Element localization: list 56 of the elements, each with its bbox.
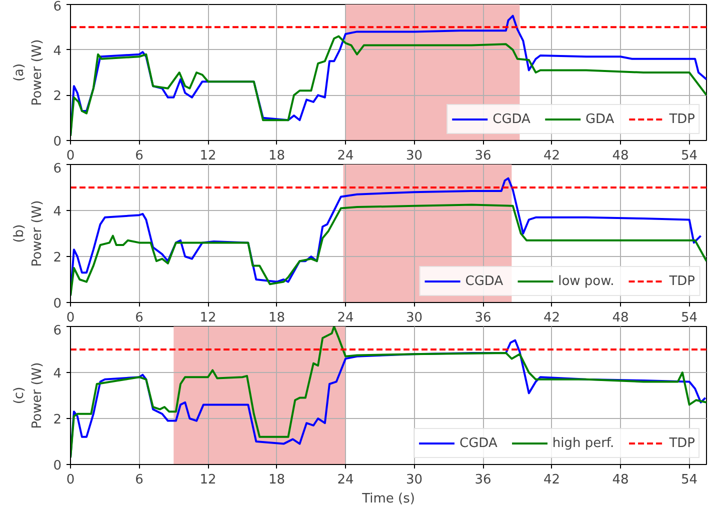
x-tick-label: 0 xyxy=(66,310,75,326)
y-axis-title: (c) Power (W) xyxy=(12,362,46,429)
x-tick-label: 12 xyxy=(200,310,216,326)
x-tick-label: 6 xyxy=(135,148,144,164)
x-tick-label: 30 xyxy=(406,310,423,326)
x-tick-label: 48 xyxy=(612,472,629,488)
x-tick-label: 30 xyxy=(406,148,423,164)
legend-label: CGDA xyxy=(460,436,498,450)
y-axis-title: (a) Power (W) xyxy=(12,39,46,106)
x-tick-label: 18 xyxy=(268,310,286,326)
x-tick-label: 0 xyxy=(66,148,75,164)
x-tick-label: 42 xyxy=(544,472,560,488)
x-tick-label: 6 xyxy=(135,310,144,326)
x-tick-label: 18 xyxy=(268,148,286,164)
y-tick-label: 4 xyxy=(53,44,62,59)
y-tick-label: 2 xyxy=(53,412,62,428)
y-tick-label: 6 xyxy=(53,324,62,338)
x-tick-label: 54 xyxy=(681,148,698,164)
x-tick-label: 36 xyxy=(474,472,492,488)
x-tick-label: 48 xyxy=(612,148,629,164)
x-tick-label: 42 xyxy=(544,148,560,164)
y-tick-label: 0 xyxy=(53,296,62,312)
x-tick-label: 24 xyxy=(337,310,354,326)
y-tick-label: 2 xyxy=(53,250,62,266)
legend-label: TDP xyxy=(669,274,695,288)
x-tick-label: 54 xyxy=(681,472,698,488)
x-tick-label: 0 xyxy=(66,472,75,488)
x-tick-label: 42 xyxy=(544,310,560,326)
x-tick-label: 24 xyxy=(337,472,354,488)
x-tick-label: 48 xyxy=(612,310,629,326)
legend-label: TDP xyxy=(669,112,695,126)
x-tick-label: 54 xyxy=(681,310,698,326)
y-tick-label: 0 xyxy=(53,458,62,474)
x-tick-label: 30 xyxy=(406,472,423,488)
y-tick-label: 6 xyxy=(53,162,62,176)
legend-label: high perf. xyxy=(552,436,614,450)
legend-label: GDA xyxy=(585,112,614,126)
line-series xyxy=(70,35,706,137)
x-tick-label: 24 xyxy=(337,148,354,164)
x-tick-label: 18 xyxy=(268,472,286,488)
y-tick-label: 0 xyxy=(53,134,62,150)
legend-label: low pow. xyxy=(558,274,614,288)
x-tick-label: 36 xyxy=(474,148,492,164)
x-tick-label: 6 xyxy=(135,472,144,488)
y-tick-label: 4 xyxy=(53,366,62,382)
x-tick-label: 12 xyxy=(200,472,216,488)
x-tick-label: 12 xyxy=(200,148,216,164)
x-axis-title: Time (s) xyxy=(361,492,415,506)
y-tick-label: 4 xyxy=(53,204,62,220)
legend-label: TDP xyxy=(669,436,695,450)
y-axis-title: (b) Power (W) xyxy=(12,200,46,267)
legend-label: CGDA xyxy=(465,274,504,288)
x-tick-label: 36 xyxy=(474,310,492,326)
legend-label: CGDA xyxy=(492,112,530,126)
y-tick-label: 2 xyxy=(53,89,62,104)
y-tick-label: 6 xyxy=(53,0,62,14)
